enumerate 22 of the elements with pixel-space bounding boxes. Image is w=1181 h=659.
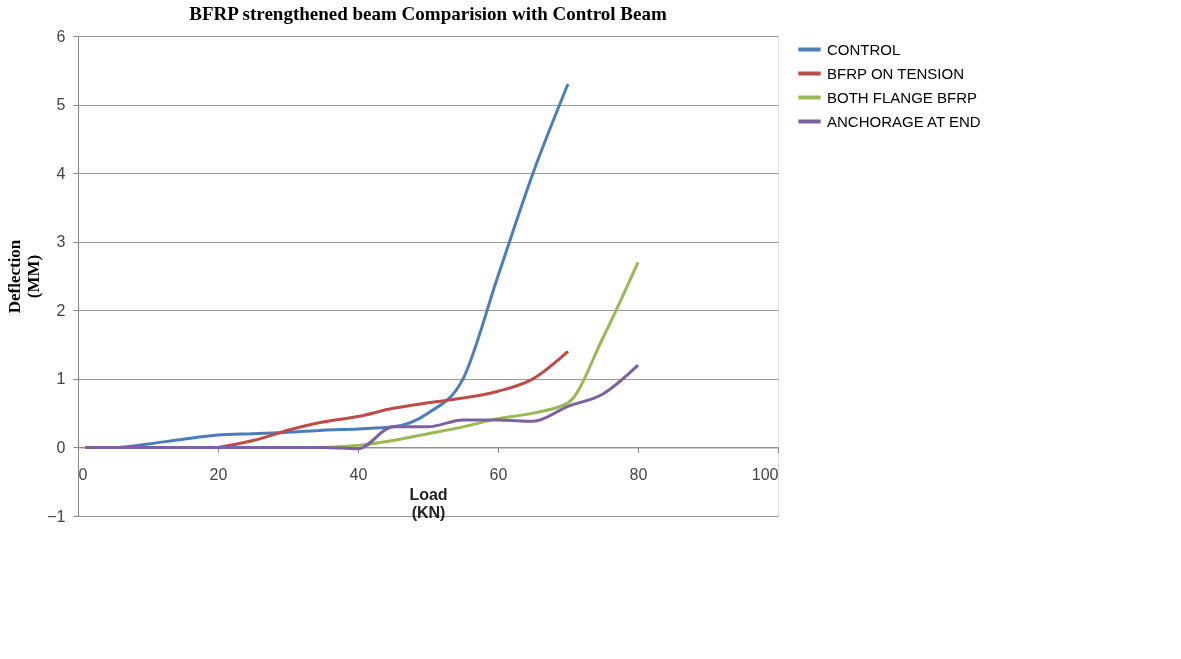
line-series [83,363,640,451]
x-tick-label: 80 [629,465,648,483]
x-axis-title: Load (KN) [409,485,448,521]
y-tick-label: 1 [56,370,66,388]
x-tick-label: 100 [751,465,779,483]
legend-label: ANCHORAGE AT END [827,112,981,130]
y-tick-label: 4 [56,164,66,182]
x-tick-label: 60 [489,465,508,483]
chart-title: BFRP strengthened beam Comparision with Control Beam [189,3,667,24]
x-tick-label: 0 [78,465,88,483]
y-tick-label: 6 [56,27,66,45]
y-tick-label: −1 [47,507,66,525]
legend-label: BFRP ON TENSION [827,64,964,82]
x-tick-label: 40 [349,465,368,483]
legend-label: BOTH FLANGE BFRP [827,88,978,106]
y-tick-label: 3 [56,233,66,251]
y-tick-label: 0 [56,438,66,456]
y-tick-label: 5 [56,96,66,114]
y-tick-label: 2 [56,301,66,319]
y-axis-title: Deflection (MM) [5,239,44,314]
x-tick-label: 20 [209,465,228,483]
legend-label: CONTROL [827,40,901,58]
